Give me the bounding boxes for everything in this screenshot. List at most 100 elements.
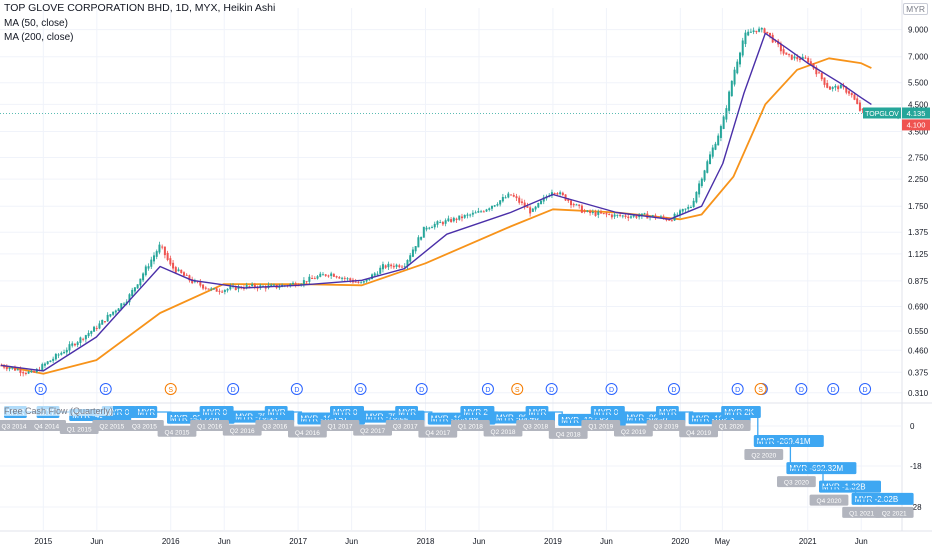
candle-body <box>114 310 117 313</box>
candle-body <box>441 222 444 225</box>
candle-body <box>512 194 515 197</box>
candle-body <box>417 237 420 248</box>
fcf-quarter-label: Q1 2021 <box>849 510 874 517</box>
candle-body <box>518 197 521 203</box>
candle-body <box>602 213 605 215</box>
candle-body <box>199 281 202 286</box>
candle-body <box>651 215 654 217</box>
fcf-quarter-label: Q4 2014 <box>34 424 59 431</box>
candle-body <box>27 371 30 374</box>
candle-body <box>24 372 27 374</box>
candle-body <box>177 269 180 272</box>
symbol-badge-label: TOPGLOV <box>865 111 899 118</box>
candle-body <box>401 266 404 268</box>
candle-body <box>215 288 218 292</box>
candle-body <box>71 343 74 346</box>
candle-body <box>747 31 750 36</box>
time-tick-label: 2019 <box>544 537 562 546</box>
ma50-legend[interactable]: MA (50, close) <box>4 18 68 29</box>
fcf-quarter-badge <box>157 425 197 437</box>
fcf-quarter-label: Q4 2015 <box>165 429 190 436</box>
fcf-quarter-badge <box>27 420 66 431</box>
fcf-step <box>790 467 824 487</box>
candle-body <box>597 211 600 215</box>
candle-body <box>212 288 215 290</box>
candle-body <box>16 369 19 371</box>
candle-body <box>474 212 477 214</box>
candle-body <box>629 216 632 218</box>
currency-badge[interactable]: MYR <box>903 3 928 15</box>
time-tick-label: Jun <box>90 537 103 546</box>
candle-body <box>480 211 483 213</box>
price-axis: 9.000 7.000 5.500 4.500 3.500 2.750 2.250 1.750… <box>908 26 929 398</box>
candle-body <box>643 213 646 215</box>
candle-body <box>387 263 390 268</box>
ma200-legend[interactable]: MA (200, close) <box>4 32 74 43</box>
candle-body <box>714 143 717 150</box>
fcf-quarter-label: Q2 2021 <box>882 510 907 517</box>
candle-body <box>428 227 431 229</box>
fcf-quarter-badge <box>0 420 34 431</box>
candle-body <box>346 278 349 280</box>
candle-body <box>670 220 673 222</box>
candle-body <box>13 367 16 371</box>
fcf-quarter-badge <box>777 476 816 488</box>
candle-body <box>147 266 150 269</box>
candle-body <box>684 208 687 210</box>
candle-body <box>202 284 205 289</box>
candle-body <box>553 193 556 195</box>
dividend-marker <box>99 383 112 395</box>
candle-body <box>294 283 297 286</box>
candle-body <box>834 85 837 88</box>
fcf-quarter-badge <box>548 427 588 439</box>
price-tick-label: 2.750 <box>908 153 929 162</box>
candle-body <box>741 40 744 56</box>
fcf-tick-label: -18 <box>910 462 922 471</box>
candle-body <box>221 291 224 293</box>
candles <box>0 26 900 377</box>
fcf-quarter-label: Q1 2017 <box>328 424 353 431</box>
candle-body <box>709 154 712 165</box>
candle-body <box>3 365 6 368</box>
dividend-marker-label: D <box>294 387 299 394</box>
candle-body <box>324 274 327 276</box>
candle-body <box>49 360 52 363</box>
fcf-quarter-badge <box>842 506 881 518</box>
candle-body <box>460 216 463 219</box>
price-tick-label: 0.690 <box>908 303 929 312</box>
candle-body <box>54 353 57 360</box>
candle-body <box>163 246 166 256</box>
fcf-quarter-label: Q2 2016 <box>230 428 255 435</box>
time-tick-label: Jun <box>473 537 486 546</box>
candle-body <box>68 344 71 351</box>
price-tick-label: 5.500 <box>908 79 929 88</box>
candle-body <box>452 217 455 222</box>
fcf-quarter-badge <box>809 494 849 506</box>
fcf-quarter-label: Q2 2017 <box>360 428 385 435</box>
candle-body <box>466 214 469 216</box>
candle-body <box>679 210 682 215</box>
event-markers[interactable]: DDDDDDDDDDDDDDDSSS <box>34 383 872 395</box>
candle-body <box>463 215 466 218</box>
candle-body <box>640 213 643 217</box>
candle-body <box>801 56 804 60</box>
price-tick-label: 2.250 <box>908 175 929 184</box>
candle-body <box>289 283 292 286</box>
candle-body <box>703 170 706 181</box>
candle-body <box>537 203 540 208</box>
candle-body <box>406 260 409 267</box>
dividend-marker <box>605 383 618 395</box>
candle-body <box>853 94 856 100</box>
candle-body <box>635 215 638 218</box>
candle-body <box>210 288 213 290</box>
candle-body <box>395 264 398 267</box>
dividend-marker-label: D <box>735 387 740 394</box>
candle-body <box>46 361 49 365</box>
candle-body <box>540 200 543 205</box>
price-tick-label: 4.500 <box>908 100 929 109</box>
fcf-quarter-badge <box>320 420 360 431</box>
candle-body <box>409 255 412 262</box>
candle-body <box>251 284 254 287</box>
candle-body <box>343 277 346 279</box>
